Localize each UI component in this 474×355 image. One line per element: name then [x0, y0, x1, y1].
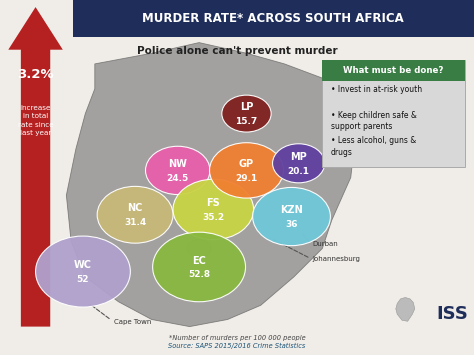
Text: MURDER RATE* ACROSS SOUTH AFRICA: MURDER RATE* ACROSS SOUTH AFRICA	[142, 12, 403, 25]
Text: 3.2%: 3.2%	[17, 68, 54, 81]
Text: GP: GP	[239, 159, 254, 169]
Text: 36: 36	[285, 220, 298, 229]
Text: NW: NW	[168, 159, 187, 169]
Text: ISS: ISS	[436, 305, 468, 323]
Polygon shape	[8, 7, 63, 327]
Circle shape	[97, 186, 173, 243]
Text: • Less alcohol, guns &
drugs: • Less alcohol, guns & drugs	[331, 136, 416, 157]
Circle shape	[153, 232, 246, 302]
Text: 52.8: 52.8	[188, 270, 210, 279]
FancyBboxPatch shape	[322, 60, 465, 167]
Circle shape	[273, 144, 325, 183]
Text: 29.1: 29.1	[236, 174, 257, 183]
FancyBboxPatch shape	[73, 0, 474, 37]
Text: EC: EC	[192, 256, 206, 266]
FancyBboxPatch shape	[322, 60, 465, 81]
Text: WC: WC	[74, 260, 92, 270]
Text: Source: SAPS 2015/2016 Crime Statistics: Source: SAPS 2015/2016 Crime Statistics	[168, 343, 306, 349]
Text: LP: LP	[240, 102, 253, 112]
Text: 35.2: 35.2	[202, 213, 224, 222]
Text: Johannesburg: Johannesburg	[313, 256, 361, 262]
Circle shape	[146, 146, 210, 195]
Text: • Invest in at-risk youth: • Invest in at-risk youth	[331, 85, 422, 94]
Text: KZN: KZN	[280, 205, 303, 215]
Text: 31.4: 31.4	[124, 218, 146, 227]
Circle shape	[222, 95, 271, 132]
Circle shape	[253, 187, 330, 246]
Polygon shape	[66, 43, 356, 327]
Text: Durban: Durban	[313, 241, 338, 247]
Text: 24.5: 24.5	[167, 174, 189, 183]
Circle shape	[210, 143, 283, 198]
Text: FS: FS	[206, 198, 220, 208]
Text: 52: 52	[77, 275, 89, 284]
Circle shape	[173, 179, 254, 240]
Circle shape	[36, 236, 130, 307]
Text: Police alone can't prevent murder: Police alone can't prevent murder	[137, 47, 337, 56]
Polygon shape	[396, 297, 415, 321]
Text: Cape Town: Cape Town	[114, 320, 151, 325]
Text: 15.7: 15.7	[236, 117, 257, 126]
Text: MP: MP	[290, 152, 307, 162]
Text: 20.1: 20.1	[288, 166, 310, 176]
Text: • Keep children safe &
support parents: • Keep children safe & support parents	[331, 111, 417, 131]
Text: NC: NC	[128, 203, 143, 213]
Text: *Number of murders per 100 000 people: *Number of murders per 100 000 people	[169, 335, 305, 341]
Text: What must be done?: What must be done?	[343, 66, 444, 75]
Text: increase
in total
rate since
last year: increase in total rate since last year	[18, 105, 54, 136]
Circle shape	[187, 240, 211, 257]
